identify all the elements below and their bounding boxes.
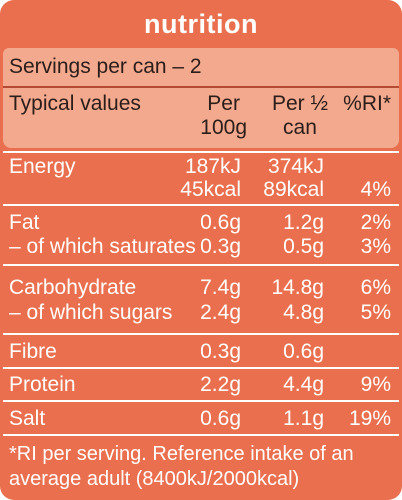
salt-ri: 19% [348, 407, 391, 430]
header-per-100g: Per 100g [200, 92, 247, 139]
row-fat: Fat 0.6g 1.2g 2% – of which saturates 0.… [3, 204, 399, 260]
row-fibre: Fibre 0.3g 0.6g [3, 333, 399, 367]
carbohydrate-ri: 6% [360, 276, 391, 299]
energy-per100-kcal: 45kcal [180, 178, 241, 201]
protein-ri: 9% [360, 373, 391, 396]
row-label: Fat [9, 211, 40, 234]
row-label: Protein [9, 373, 76, 396]
servings-per-can: Servings per can – 2 [3, 48, 399, 86]
energy-perhalf-kj: 374kJ [267, 155, 324, 178]
row-label-saturates: – of which saturates [9, 235, 196, 258]
row-label: Salt [9, 407, 46, 430]
row-carbohydrate: Carbohydrate 7.4g 14.8g 6% – of which su… [3, 264, 399, 332]
fibre-perhalf: 0.6g [283, 340, 324, 363]
salt-perhalf: 1.1g [283, 407, 324, 430]
energy-ri: 4% [360, 178, 391, 201]
row-label: Energy [9, 155, 76, 178]
row-protein: Protein 2.2g 4.4g 9% [3, 367, 399, 400]
fat-perhalf: 1.2g [283, 211, 324, 234]
saturates-perhalf: 0.5g [283, 235, 324, 258]
fibre-per100: 0.3g [200, 340, 241, 363]
row-label: Fibre [9, 340, 57, 363]
fat-per100: 0.6g [200, 211, 241, 234]
sugars-perhalf: 4.8g [283, 301, 324, 324]
carbohydrate-per100: 7.4g [200, 276, 241, 299]
ri-footnote: *RI per serving. Reference intake of an … [3, 434, 399, 497]
saturates-per100: 0.3g [200, 235, 241, 258]
carbohydrate-perhalf: 14.8g [271, 276, 324, 299]
header-ri: %RI* [343, 92, 391, 115]
salt-per100: 0.6g [200, 407, 241, 430]
footnote-line-1: *RI per serving. Reference intake of an [9, 443, 354, 465]
row-label-sugars: – of which sugars [9, 301, 173, 324]
row-energy: Energy 187kJ 45kcal 374kJ 89kcal 4% [3, 151, 399, 203]
footnote-line-2: average adult (8400kJ/2000kcal) [9, 468, 300, 490]
row-label: Carbohydrate [9, 276, 137, 299]
energy-perhalf-kcal: 89kcal [263, 178, 324, 201]
sugars-per100: 2.4g [200, 301, 241, 324]
row-salt: Salt 0.6g 1.1g 19% [3, 400, 399, 434]
energy-per100-kj: 187kJ [184, 155, 241, 178]
protein-per100: 2.2g [200, 373, 241, 396]
saturates-ri: 3% [360, 235, 391, 258]
panel-title: nutrition [144, 9, 258, 39]
table-header: Typical values Per 100g Per ½ can %RI* [3, 86, 399, 148]
header-typical-values: Typical values [9, 92, 141, 115]
sugars-ri: 5% [360, 301, 391, 324]
protein-perhalf: 4.4g [283, 373, 324, 396]
header-per-half-can: Per ½ can [271, 92, 328, 139]
fat-ri: 2% [360, 211, 391, 234]
